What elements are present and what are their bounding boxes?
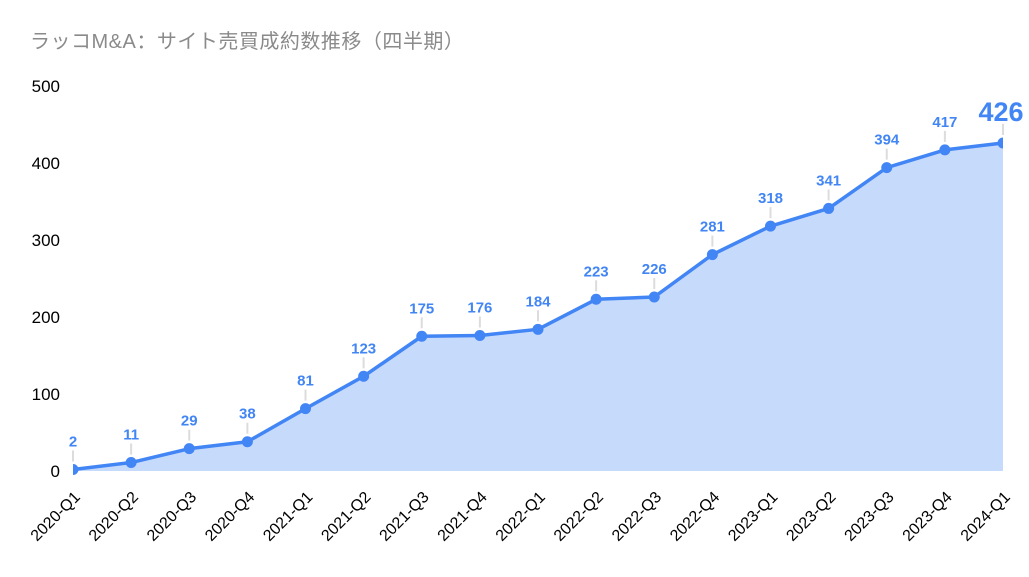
y-axis-tick-label: 200: [32, 308, 60, 327]
data-point: [939, 144, 951, 156]
data-label: 226: [642, 261, 667, 278]
x-axis-tick-label: 2023-Q1: [725, 489, 781, 545]
data-label: 2: [69, 433, 77, 450]
data-point: [823, 202, 835, 214]
series-group: [73, 137, 1003, 475]
x-axis-tick-label: 2023-Q3: [842, 489, 898, 545]
x-axis-tick-label: 2022-Q4: [667, 489, 723, 545]
y-axis-tick-label: 500: [32, 77, 60, 96]
data-label: 394: [874, 132, 900, 149]
data-label: 38: [239, 406, 256, 423]
x-axis-tick-label: 2020-Q4: [202, 489, 258, 545]
data-point: [706, 249, 718, 261]
x-axis-tick-label: 2022-Q3: [609, 489, 665, 545]
data-point: [73, 463, 79, 475]
data-label: 281: [700, 219, 725, 236]
data-point: [765, 220, 776, 232]
x-axis-tick-label: 2022-Q1: [493, 489, 549, 545]
data-label: 175: [409, 300, 434, 317]
data-point: [474, 329, 486, 341]
data-label: 417: [932, 114, 957, 131]
x-axis-tick-label: 2020-Q1: [28, 489, 84, 545]
data-label: 223: [584, 263, 609, 280]
data-label: 29: [181, 413, 198, 430]
data-point: [648, 291, 660, 303]
data-label: 184: [525, 293, 551, 310]
data-point: [416, 330, 428, 342]
data-label: 123: [351, 340, 376, 357]
chart-title: ラッコM&A：サイト売買成約数推移（四半期）: [30, 31, 465, 53]
area-fill: [73, 142, 1003, 472]
data-point: [125, 457, 137, 469]
y-axis-tick-label: 300: [32, 231, 60, 250]
data-label: 341: [816, 172, 841, 189]
x-axis-tick-label: 2023-Q2: [783, 489, 839, 545]
data-point: [881, 162, 893, 174]
y-axis-tick-label: 100: [32, 385, 60, 404]
data-point: [590, 293, 602, 305]
data-label: 176: [467, 299, 492, 316]
data-label: 81: [297, 373, 314, 390]
x-axis-tick-label: 2021-Q1: [260, 489, 316, 545]
x-axis-tick-label: 2024-Q1: [958, 489, 1014, 545]
data-label: 11: [123, 427, 139, 444]
x-axis-tick-label: 2020-Q2: [86, 489, 142, 545]
x-axis-tick-label: 2021-Q4: [435, 489, 491, 545]
x-axis-tick-label: 2022-Q2: [551, 489, 607, 545]
data-label-emphasized: 426: [978, 97, 1023, 127]
x-axis-tick-label: 2020-Q3: [144, 489, 200, 545]
data-point: [532, 323, 544, 335]
data-point: [241, 436, 253, 448]
data-point: [300, 403, 311, 415]
x-axis-tick-label: 2023-Q4: [900, 489, 956, 545]
data-point: [358, 370, 370, 382]
data-point: [997, 137, 1003, 149]
y-axis-tick-label: 0: [51, 462, 60, 481]
data-label: 318: [758, 190, 783, 207]
x-axis-tick-label: 2021-Q3: [377, 489, 433, 545]
x-axis-tick-label: 2021-Q2: [318, 489, 374, 545]
y-axis-tick-label: 400: [32, 154, 60, 173]
data-point: [183, 443, 195, 455]
